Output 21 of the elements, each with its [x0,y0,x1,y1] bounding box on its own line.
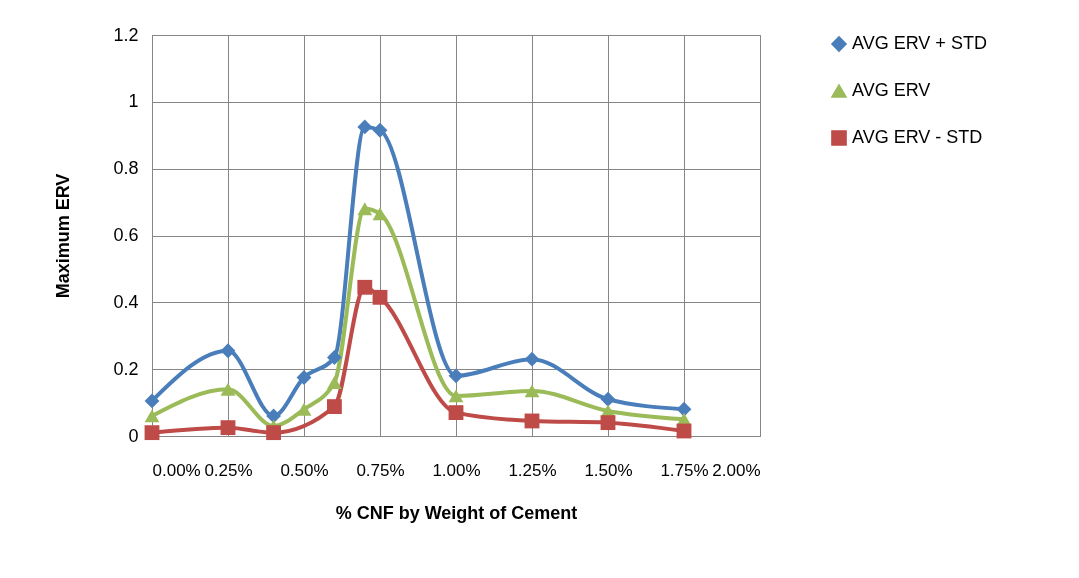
y-tick-label: 0.4 [113,291,139,312]
x-axis-title: % CNF by Weight of Cement [335,502,578,523]
legend-label: AVG ERV + STD [852,33,987,53]
y-tick-label: 0.2 [113,358,139,379]
y-tick-label: 0.6 [113,225,139,245]
x-tick-label: 0.50% [280,460,329,480]
x-tick-label: 1.75% [660,460,709,480]
x-tick-label: 0.00% [152,460,201,480]
x-tick-label: 2.00% [712,460,761,480]
y-tick-label: 1 [128,91,139,112]
y-tick-label: 0 [128,425,139,446]
y-axis-title: Maximum ERV [53,173,74,299]
legend-label: AVG ERV [852,80,931,100]
x-tick-label: 1.00% [432,460,481,480]
x-tick-label: 1.50% [584,460,633,480]
legend-label: AVG ERV - STD [852,127,983,147]
x-tick-label: 0.25% [204,460,253,480]
y-tick-label: 0.8 [113,158,139,179]
y-tick-label: 1.2 [113,24,139,45]
x-tick-label: 1.25% [508,460,557,480]
x-tick-label: 0.75% [356,460,405,480]
